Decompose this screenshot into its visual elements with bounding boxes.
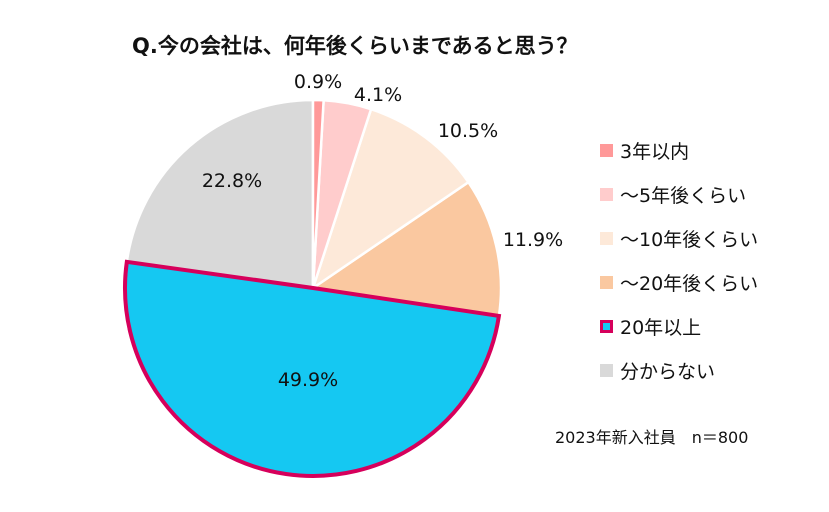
legend-label: 3年以内 (620, 140, 690, 163)
legend-label: ～20年後くらい (620, 272, 759, 295)
legend-swatch (600, 363, 613, 377)
legend-item: ～20年後くらい (600, 260, 758, 304)
legend-item: ～5年後くらい (600, 172, 758, 216)
legend-item: 分からない (600, 348, 758, 392)
chart-title: Q.今の会社は、何年後くらいまであると思う？ (132, 34, 578, 58)
legend-swatch (600, 275, 613, 289)
legend-item: 20年以上 (600, 304, 758, 348)
legend-item: 3年以内 (600, 128, 758, 172)
data-label: 0.9% (293, 71, 343, 93)
pie-slice (309, 180, 503, 318)
legend-item: ～10年後くらい (600, 216, 758, 260)
pie-slice (125, 98, 315, 290)
legend-label: 20年以上 (620, 316, 702, 339)
legend-label: 分からない (620, 360, 716, 383)
legend: 3年以内 ～5年後くらい ～10年後くらい ～20年後くらい 20年以上分からない (600, 128, 758, 392)
data-label: 10.5% (437, 120, 499, 142)
sample-note: 2023年新入社員 n＝800 (555, 428, 749, 447)
pie-slice (123, 259, 502, 478)
data-label: 49.9% (277, 369, 339, 391)
pie-slice (311, 98, 325, 289)
pie-slice (310, 107, 471, 292)
legend-label: ～10年後くらい (620, 228, 759, 251)
legend-swatch (600, 187, 613, 201)
legend-swatch (600, 231, 613, 245)
data-label: 22.8% (201, 170, 263, 192)
data-label: 4.1% (353, 84, 403, 106)
legend-swatch (600, 143, 613, 157)
legend-swatch (600, 319, 613, 333)
legend-label: ～5年後くらい (620, 184, 747, 207)
data-label: 11.9% (502, 229, 564, 251)
